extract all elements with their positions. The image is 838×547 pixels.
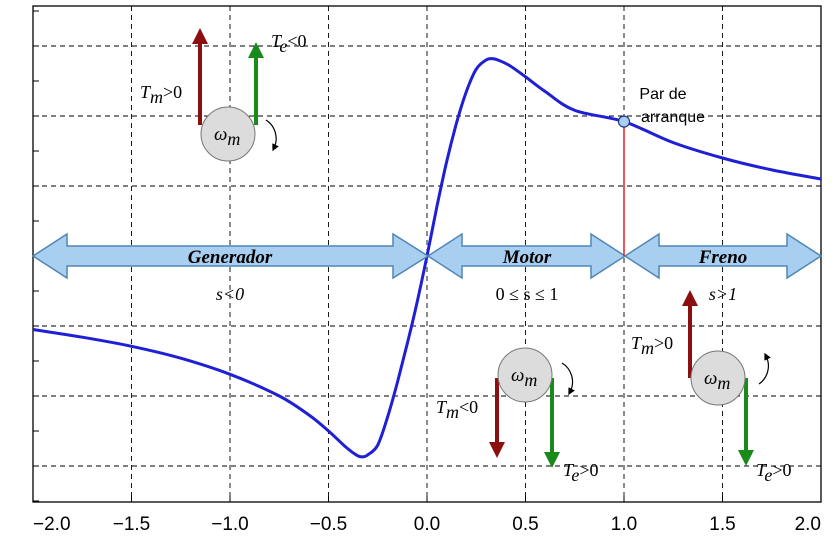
brake-omega: ωm [704,368,730,393]
generator-rotor [200,106,256,162]
motor-tm-label: Tm<0 [436,397,478,422]
brake-tm-label: Tm>0 [631,333,673,358]
x-tick-label: 1.0 [611,514,637,535]
generator-label: Generador [188,247,273,268]
generator-rotation-icon [265,119,279,152]
x-tick-label: 0.5 [512,514,538,535]
x-axis-tick-labels: −2.0 −1.5 −1.0 −0.5 0.0 0.5 1.0 1.5 2.0 [32,496,822,535]
motor-label: Motor [502,247,552,268]
x-tick-label: 2.0 [795,514,821,535]
motor-omega: ωm [511,365,537,390]
motor-condition: 0 ≤ s ≤ 1 [496,284,559,304]
generator-rotor-diagram: ωm Tm>0 Te<0 [140,28,307,162]
starting-torque-point [617,115,631,128]
brake-rotation-icon [758,352,771,385]
x-tick-label: −1.0 [211,514,249,535]
generator-tm-label: Tm>0 [140,82,182,107]
motor-rotation-icon [561,362,575,396]
motor-rotor [497,347,553,403]
x-tick-label: −0.5 [310,514,348,535]
brake-rotor [690,350,746,406]
motor-te-label: Te>0 [563,460,599,485]
starting-torque-label-line2: arranque [641,109,705,126]
starting-torque-label-line1: Par de [639,86,686,103]
x-tick-label: −2.0 [33,514,71,535]
generator-te-label: Te<0 [271,31,307,56]
brake-band [623,232,823,280]
generator-condition: s<0 [216,284,244,304]
brake-label: Freno [698,247,748,268]
region-bands: Generador Motor Freno [31,232,823,280]
x-tick-label: −1.5 [113,514,151,535]
generator-omega: ωm [214,124,240,149]
brake-rotor-diagram: ωm Tm>0 Te>0 [631,290,792,485]
x-tick-label: 0.0 [414,514,440,535]
brake-condition: s>1 [709,284,737,304]
x-tick-label: 1.5 [709,514,735,535]
brake-te-label: Te>0 [756,460,792,485]
motor-rotor-diagram: ωm Tm<0 Te>0 [436,347,599,485]
